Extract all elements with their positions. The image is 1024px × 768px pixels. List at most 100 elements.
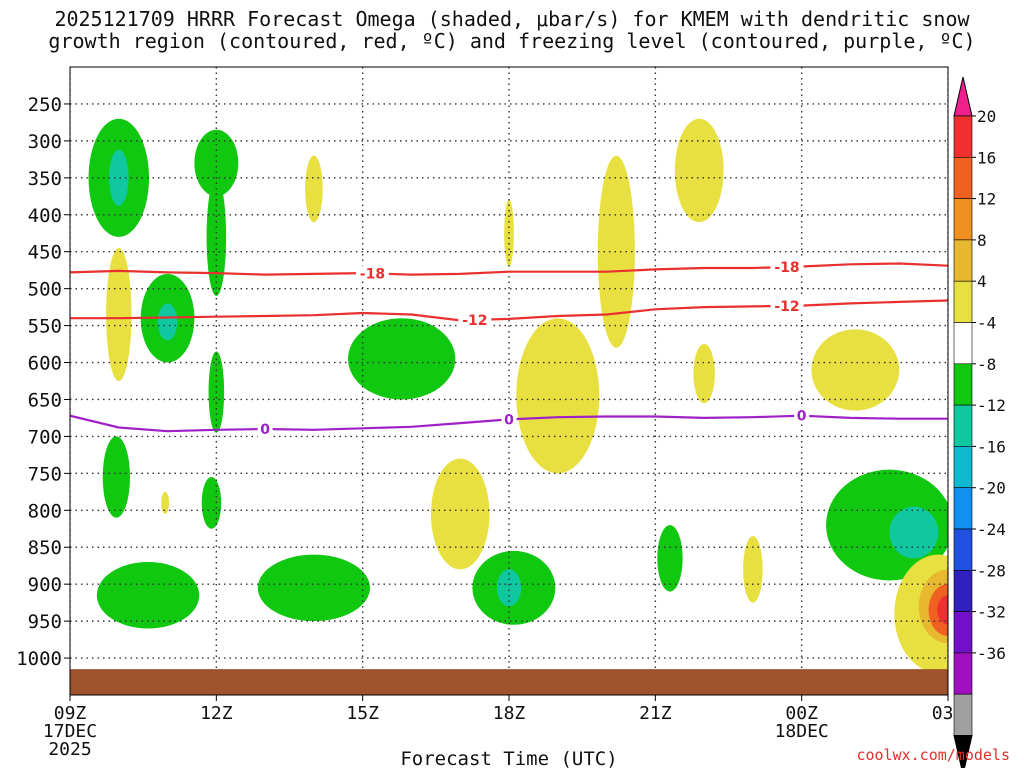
y-tick-label: 850 (28, 537, 62, 559)
omega-descent-region (811, 329, 900, 411)
x-tick-year: 2025 (48, 739, 91, 760)
y-tick-label: 300 (28, 131, 62, 153)
y-tick-label: 900 (28, 574, 62, 596)
omega-descent-region (674, 118, 724, 223)
omega-shading (88, 118, 948, 673)
y-tick-label: 650 (28, 389, 62, 411)
omega-ascent-region (157, 303, 178, 341)
omega-ascent-region (257, 554, 370, 622)
colorbar-label: -16 (977, 437, 1006, 456)
title-line-2: growth region (contoured, red, ºC) and f… (48, 29, 976, 53)
colorbar-segment (953, 280, 973, 323)
contour-label-bg (770, 258, 804, 275)
colorbar-segment (953, 652, 973, 695)
omega-ascent-region (194, 129, 239, 197)
omega-ascent-region (201, 477, 222, 529)
omega-ascent-region (496, 569, 522, 607)
contour-label: 0 (797, 409, 807, 425)
omega-ascent-region (102, 436, 130, 518)
y-tick-label: 700 (28, 426, 62, 448)
contours: -18 -18 -12 -12 0 0 0 (70, 258, 948, 438)
contour-label-bg (770, 297, 804, 314)
colorbar-label: -4 (977, 314, 996, 333)
contour-label: -18 (774, 260, 799, 276)
x-tick-date: 18DEC (775, 721, 829, 742)
y-tick-label: 450 (28, 242, 62, 264)
colorbar-label: 8 (977, 231, 987, 250)
colorbar-segment (953, 693, 973, 736)
x-tick-label: 09Z (54, 703, 87, 724)
grid (70, 67, 948, 695)
colorbar-segment (953, 611, 973, 654)
y-tick-label: 500 (28, 279, 62, 301)
y-tick-label: 950 (28, 611, 62, 633)
omega-descent-region (743, 536, 763, 603)
x-tick-date: 17DEC (43, 721, 97, 742)
colorbar-segment (953, 487, 973, 530)
site-credit: coolwx.com/models (856, 746, 1010, 764)
colorbar-label: -28 (977, 561, 1006, 580)
colorbar-segment (953, 115, 973, 158)
colorbar-segment (953, 322, 973, 365)
colorbar-bottom-arrow (953, 735, 973, 768)
omega-ascent-region (109, 149, 129, 206)
x-tick-label: 21Z (639, 703, 672, 724)
omega-descent-region (430, 458, 490, 570)
y-axis: 250 300 350 400 450 500 550 600 650 700 750 800 850 9… (16, 94, 70, 670)
colorbar-label: 16 (977, 148, 996, 167)
colorbar-segment (953, 198, 973, 241)
omega-ascent-region (206, 177, 227, 297)
omega-ascent-region (889, 506, 939, 559)
omega-ascent-region (348, 318, 456, 400)
colorbar-label: 20 (977, 107, 996, 126)
contour-label-bg (257, 421, 273, 438)
omega-descent-region (597, 155, 635, 348)
y-tick-label: 600 (28, 353, 62, 375)
y-tick-label: 250 (28, 94, 62, 116)
colorbar-segment (953, 157, 973, 199)
contour-label-bg (501, 411, 517, 428)
y-tick-label: 550 (28, 316, 62, 338)
omega-descent-region (106, 248, 132, 381)
colorbar-segment (953, 446, 973, 488)
omega-descent-region (937, 595, 948, 625)
colorbar-label: -32 (977, 603, 1006, 622)
omega-descent-region (516, 318, 600, 474)
omega-descent-region (693, 344, 715, 404)
x-tick-label: 12Z (200, 703, 233, 724)
colorbar: 20 16 12 8 4 -4 -8 -12 -16 -20 -24 -28 -32 -36 (953, 76, 1006, 768)
x-tick-label: 00Z (785, 703, 818, 724)
contour-label-bg (794, 407, 810, 424)
colorbar-segment (953, 239, 973, 282)
omega-ascent-region (657, 525, 683, 592)
colorbar-label: 12 (977, 190, 996, 209)
x-tick-label: 15Z (346, 703, 379, 724)
contour-label: -12 (774, 299, 799, 315)
contour-label: -12 (462, 313, 487, 329)
y-tick-label: 750 (28, 463, 62, 485)
colorbar-segment (953, 569, 973, 612)
colorbar-label: -36 (977, 644, 1006, 663)
colorbar-segment (953, 363, 973, 406)
y-tick-label: 350 (28, 168, 62, 190)
colorbar-label: -24 (977, 520, 1006, 539)
colorbar-segment (953, 528, 973, 571)
colorbar-label: -12 (977, 396, 1006, 415)
surface-terrain (70, 669, 948, 695)
colorbar-label: -8 (977, 355, 996, 374)
y-tick-label: 400 (28, 205, 62, 227)
title-line-1: 2025121709 HRRR Forecast Omega (shaded, … (54, 7, 970, 31)
x-tick-label: 18Z (493, 703, 526, 724)
contour-label: 0 (504, 412, 514, 428)
y-tick-label: 800 (28, 500, 62, 522)
contour-label-bg (458, 311, 492, 328)
colorbar-label: -20 (977, 479, 1006, 498)
contour-label: 0 (260, 422, 270, 438)
x-axis-label: Forecast Time (UTC) (400, 748, 617, 768)
colorbar-segment (953, 404, 973, 447)
omega-ascent-region (96, 562, 200, 629)
y-tick-label: 1000 (16, 648, 62, 670)
colorbar-top-arrow (953, 76, 973, 117)
